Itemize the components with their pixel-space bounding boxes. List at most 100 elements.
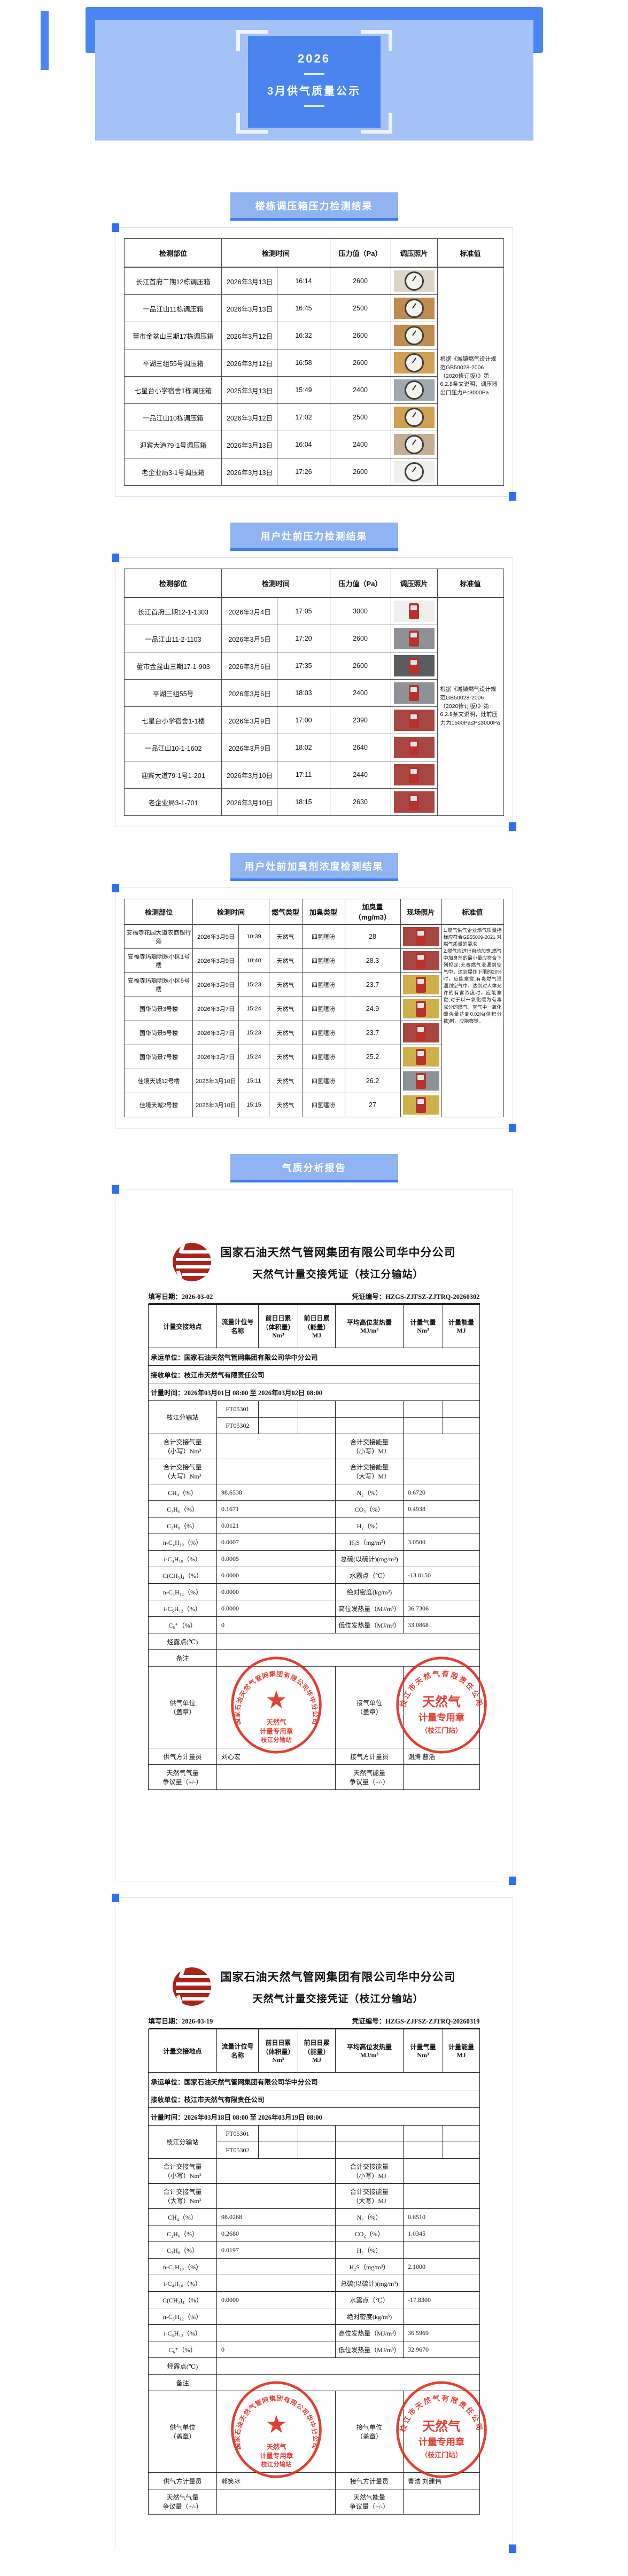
star-icon: ★ xyxy=(265,1686,287,1714)
component-value: 0.2680 xyxy=(216,2225,336,2242)
total-gas-big-label: 合计交接气量 （大写）Nm³ xyxy=(148,1459,217,1484)
gas-type-cell: 天然气 xyxy=(268,924,303,949)
station-cell: 枝江分输站 xyxy=(148,2125,217,2159)
svg-text:枝江分输站: 枝江分输站 xyxy=(260,2461,292,2468)
odor-type-cell: 四氢噻吩 xyxy=(301,1093,345,1117)
selection-handle-icon xyxy=(509,492,516,501)
gas-type-cell: 天然气 xyxy=(268,1021,303,1045)
part-cell: 一品江山10-1-1602 xyxy=(124,734,222,761)
col-header-standard: 标准值 xyxy=(437,569,503,598)
part-cell: 七星台小学宿舍1-1楼 xyxy=(124,706,222,734)
composition-row: n-C₄H₁₀（%） H₂S（mg/m³） 2.1000 xyxy=(148,2258,480,2275)
header-year: 2026 xyxy=(298,52,330,65)
component-label: C₂H₆（%） xyxy=(148,2225,217,2242)
odor-type-cell: 四氢噻吩 xyxy=(301,1021,345,1045)
svg-text:天然气: 天然气 xyxy=(422,2419,461,2434)
time-cell: 15:49 xyxy=(277,376,330,404)
banner-underline xyxy=(230,1180,398,1182)
meter-device-icon xyxy=(409,740,419,756)
meter-device-icon xyxy=(409,712,419,728)
time-cell: 18:15 xyxy=(277,788,330,816)
pipechina-logo xyxy=(172,1243,211,1281)
gauge-dial-icon xyxy=(404,271,424,291)
component-label: C(CH₃)₄（%） xyxy=(148,1567,217,1584)
date-cell: 2026年3月13日 xyxy=(221,267,278,295)
photo-cell xyxy=(390,625,438,652)
pressure-cell: 2600 xyxy=(329,267,391,295)
property-label: H₂S（mg/m³） xyxy=(335,2258,404,2275)
gauge-dial-icon xyxy=(404,380,424,400)
corner-bracket-icon xyxy=(236,30,268,51)
energy-dispute-value xyxy=(403,1764,480,1790)
meter-col-location: 计量交接地点 xyxy=(148,1304,217,1348)
pressure-cell: 2400 xyxy=(329,376,391,404)
composition-row: C₂H₆（%） 0.1671 CO₂（%） 0.4938 xyxy=(148,1500,480,1517)
photo-cell xyxy=(390,597,438,625)
doc-number: 凭证编号：HZGS-ZJFSZ-ZJTRQ-20260319 xyxy=(352,2018,480,2025)
meter-device-icon xyxy=(409,658,419,674)
component-value: 0.0197 xyxy=(216,2242,336,2259)
time-cell: 15:24 xyxy=(238,1045,269,1069)
building-table-holder: 检测部位 检测时间 压力值（Pa） 调压照片 长江首府二期12栋调压箱 2026… xyxy=(112,223,516,501)
detector-device-icon xyxy=(416,929,426,945)
part-cell: 迎宾大道79-1号1-201 xyxy=(124,761,222,789)
part-cell: 董市金盆山三期17-1-903 xyxy=(124,652,222,680)
gauge-dial-icon xyxy=(404,326,424,345)
component-label: CH₄（%） xyxy=(148,1484,217,1501)
odor-type-cell: 四氢噻吩 xyxy=(301,1069,345,1093)
table-row: 老企业局3-1-701 2026年3月10日 18:15 2630 xyxy=(124,788,438,816)
property-label: N₂（%） xyxy=(335,1484,404,1501)
property-label: 总硫(以硫计)(mg/m³) xyxy=(335,2275,404,2292)
pressure-cell: 2500 xyxy=(329,403,391,431)
time-cell: 15:11 xyxy=(238,1069,269,1093)
property-label: H₂S（mg/m³） xyxy=(335,1534,404,1551)
site-photo xyxy=(402,1071,439,1091)
photo-cell xyxy=(390,294,438,322)
pressure-cell: 2600 xyxy=(329,322,391,349)
detector-device-icon xyxy=(416,1025,426,1041)
site-photo xyxy=(402,1047,439,1067)
section-banner-odor: 用户灶前加臭剂浓度检测结果 xyxy=(230,853,398,881)
part-cell: 国华尚景7号楼 xyxy=(124,1045,193,1069)
pressure-cell: 2400 xyxy=(329,431,391,458)
col-header-pressure: 压力值（Pa） xyxy=(329,238,391,268)
pressure-cell: 2630 xyxy=(329,788,391,816)
receive-unit-label: 接气单位 （盖章） xyxy=(335,1666,404,1748)
time-cell: 16:14 xyxy=(277,267,330,295)
meter-col-gasqty: 计量气量 Nm³ xyxy=(403,2029,443,2073)
composition-row: C(CH₃)₄（%） 0.0000 水露点（℃） -17.8300 xyxy=(148,2291,480,2308)
col-header-standard: 标准值 xyxy=(441,899,503,925)
col-header-part: 检测部位 xyxy=(124,569,222,598)
svg-text:（枝江门站）: （枝江门站） xyxy=(421,1726,462,1734)
meter-col-tag: 流量计位号 名称 xyxy=(216,1304,259,1348)
property-label: 绝对密度(kg/m³) xyxy=(335,1583,404,1600)
meter-photo xyxy=(393,601,435,622)
part-cell: 平湖三组55号调压箱 xyxy=(124,349,222,377)
gas-type-cell: 天然气 xyxy=(268,1093,303,1117)
receive-unit-label: 接气单位 （盖章） xyxy=(335,2391,404,2473)
doc-number: 凭证编号：HZGS-ZJFSZ-ZJTRQ-20260302 xyxy=(352,1293,480,1301)
date-cell: 2026年3月10日 xyxy=(221,788,278,816)
site-photo xyxy=(402,1023,439,1042)
total-energy-big-value xyxy=(403,1459,480,1484)
property-value xyxy=(403,1583,480,1600)
part-cell: 国华尚景5号楼 xyxy=(124,1021,193,1045)
total-gas-big-value xyxy=(216,1459,336,1484)
amount-cell: 23.7 xyxy=(344,1021,401,1045)
stove-table-holder: 检测部位 检测时间 压力值（Pa） 调压照片 长江首府二期12-1-1303 2… xyxy=(112,554,516,831)
pressure-cell: 2600 xyxy=(329,458,391,486)
component-label: i-C₅H₁₂（%） xyxy=(148,2324,217,2341)
odor-type-cell: 四氢噻吩 xyxy=(301,924,345,949)
time-cell: 15:23 xyxy=(238,1021,269,1045)
time-cell: 17:05 xyxy=(277,597,330,625)
table-row: 董市金盆山三期17-1-903 2026年3月6日 17:35 2600 xyxy=(124,652,438,680)
property-label: 总硫(以硫计)(mg/m³) xyxy=(335,1550,404,1567)
energy-dispute-value xyxy=(403,2489,480,2515)
composition-row: i-C₅H₁₂（%） 0.0000 高位发热量（MJ/m³） 36.7306 xyxy=(148,1600,480,1617)
pressure-cell: 2500 xyxy=(329,294,391,322)
component-label: CH₄（%） xyxy=(148,2208,217,2225)
date-cell: 2026年3月9日 xyxy=(192,948,239,973)
time-cell: 17:35 xyxy=(277,652,330,680)
table-row: 平湖三组55号 2026年3月6日 18:03 2400 xyxy=(124,679,438,707)
gauge-dial-icon xyxy=(404,299,424,318)
